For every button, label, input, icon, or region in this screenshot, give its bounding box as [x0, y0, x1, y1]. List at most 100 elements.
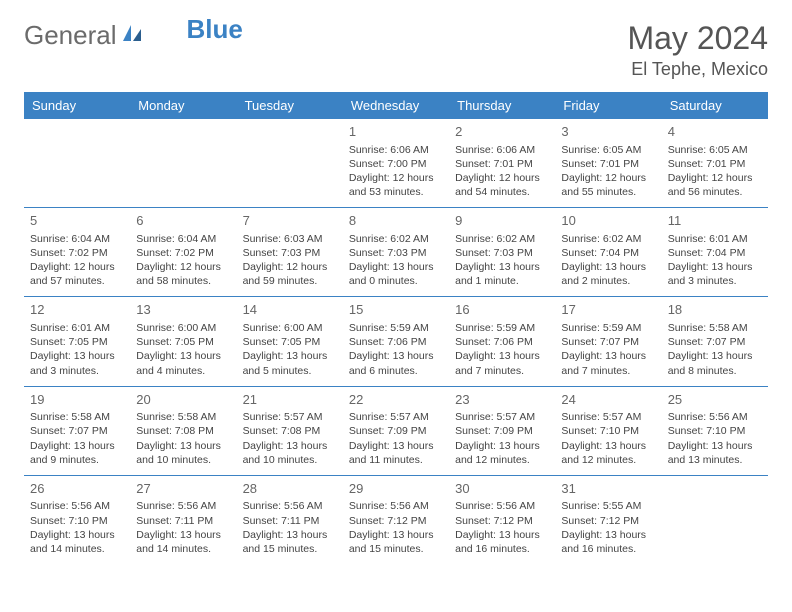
daylight-line: Daylight: 13 hours and 4 minutes. [136, 349, 230, 377]
sunset-line: Sunset: 7:10 PM [668, 424, 762, 438]
sunrise-line: Sunrise: 6:01 AM [668, 232, 762, 246]
day-number: 31 [561, 480, 655, 498]
sunrise-line: Sunrise: 6:05 AM [561, 143, 655, 157]
calendar-row: 1Sunrise: 6:06 AMSunset: 7:00 PMDaylight… [24, 119, 768, 208]
day-cell: 7Sunrise: 6:03 AMSunset: 7:03 PMDaylight… [237, 208, 343, 297]
sunset-line: Sunset: 7:04 PM [668, 246, 762, 260]
sunrise-line: Sunrise: 5:56 AM [349, 499, 443, 513]
day-cell: 3Sunrise: 6:05 AMSunset: 7:01 PMDaylight… [555, 119, 661, 208]
daylight-line: Daylight: 12 hours and 57 minutes. [30, 260, 124, 288]
daylight-line: Daylight: 13 hours and 12 minutes. [455, 439, 549, 467]
month-title: May 2024 [627, 20, 768, 57]
sunset-line: Sunset: 7:09 PM [349, 424, 443, 438]
day-number: 28 [243, 480, 337, 498]
day-cell: 6Sunrise: 6:04 AMSunset: 7:02 PMDaylight… [130, 208, 236, 297]
daylight-line: Daylight: 13 hours and 7 minutes. [455, 349, 549, 377]
day-cell: 22Sunrise: 5:57 AMSunset: 7:09 PMDayligh… [343, 386, 449, 475]
sunset-line: Sunset: 7:12 PM [455, 514, 549, 528]
sunrise-line: Sunrise: 6:01 AM [30, 321, 124, 335]
day-cell: 30Sunrise: 5:56 AMSunset: 7:12 PMDayligh… [449, 475, 555, 564]
daylight-line: Daylight: 13 hours and 8 minutes. [668, 349, 762, 377]
day-number: 13 [136, 301, 230, 319]
sunrise-line: Sunrise: 6:03 AM [243, 232, 337, 246]
daylight-line: Daylight: 13 hours and 14 minutes. [136, 528, 230, 556]
header: General Blue May 2024 El Tephe, Mexico [24, 20, 768, 80]
day-cell: 16Sunrise: 5:59 AMSunset: 7:06 PMDayligh… [449, 297, 555, 386]
calendar-row: 26Sunrise: 5:56 AMSunset: 7:10 PMDayligh… [24, 475, 768, 564]
sunset-line: Sunset: 7:05 PM [30, 335, 124, 349]
day-cell: 19Sunrise: 5:58 AMSunset: 7:07 PMDayligh… [24, 386, 130, 475]
daylight-line: Daylight: 13 hours and 15 minutes. [349, 528, 443, 556]
day-number: 27 [136, 480, 230, 498]
day-cell: 28Sunrise: 5:56 AMSunset: 7:11 PMDayligh… [237, 475, 343, 564]
logo-text-general: General [24, 20, 117, 51]
daylight-line: Daylight: 12 hours and 53 minutes. [349, 171, 443, 199]
daylight-line: Daylight: 13 hours and 1 minute. [455, 260, 549, 288]
day-number: 14 [243, 301, 337, 319]
sunset-line: Sunset: 7:12 PM [561, 514, 655, 528]
day-cell: 1 Sunrise: 6:06 AMSunset: 7:00 PMDaylight… [343, 119, 449, 208]
daylight-line: Daylight: 13 hours and 5 minutes. [243, 349, 337, 377]
sunset-line: Sunset: 7:06 PM [455, 335, 549, 349]
sunrise-line: Sunrise: 6:04 AM [30, 232, 124, 246]
sunset-line: Sunset: 7:10 PM [561, 424, 655, 438]
day-cell: 14 Sunrise: 6:00 AMSunset: 7:05 PMDayligh… [237, 297, 343, 386]
day-number: 2 [455, 123, 549, 141]
day-header-wednesday: Wednesday [343, 92, 449, 119]
calendar-header-row: SundayMondayTuesdayWednesdayThursdayFrid… [24, 92, 768, 119]
day-cell: 20Sunrise: 5:58 AMSunset: 7:08 PMDayligh… [130, 386, 236, 475]
sunrise-line: Sunrise: 6:00 AM [136, 321, 230, 335]
sunset-line: Sunset: 7:04 PM [561, 246, 655, 260]
day-number: 1 [349, 123, 443, 141]
calendar-body: 1Sunrise: 6:06 AMSunset: 7:00 PMDaylight… [24, 119, 768, 564]
day-cell: 5Sunrise: 6:04 AMSunset: 7:02 PMDaylight… [24, 208, 130, 297]
day-header-friday: Friday [555, 92, 661, 119]
empty-cell [130, 119, 236, 208]
day-cell: 4Sunrise: 6:05 AMSunset: 7:01 PMDaylight… [662, 119, 768, 208]
sunset-line: Sunset: 7:05 PM [243, 335, 337, 349]
sunrise-line: Sunrise: 6:05 AM [668, 143, 762, 157]
day-cell: 24Sunrise: 5:57 AMSunset: 7:10 PMDayligh… [555, 386, 661, 475]
sunset-line: Sunset: 7:03 PM [349, 246, 443, 260]
daylight-line: Daylight: 12 hours and 54 minutes. [455, 171, 549, 199]
sunset-line: Sunset: 7:12 PM [349, 514, 443, 528]
day-number: 17 [561, 301, 655, 319]
day-number: 3 [561, 123, 655, 141]
sunset-line: Sunset: 7:00 PM [349, 157, 443, 171]
location-label: El Tephe, Mexico [627, 59, 768, 80]
empty-cell [662, 475, 768, 564]
sunrise-line: Sunrise: 5:56 AM [30, 499, 124, 513]
day-number: 30 [455, 480, 549, 498]
day-number: 6 [136, 212, 230, 230]
day-number: 15 [349, 301, 443, 319]
sunrise-line: Sunrise: 6:00 AM [243, 321, 337, 335]
sunrise-line: Sunrise: 5:56 AM [455, 499, 549, 513]
sunset-line: Sunset: 7:09 PM [455, 424, 549, 438]
logo-sail-icon [121, 23, 143, 48]
day-cell: 9Sunrise: 6:02 AMSunset: 7:03 PMDaylight… [449, 208, 555, 297]
day-number: 10 [561, 212, 655, 230]
sunset-line: Sunset: 7:11 PM [243, 514, 337, 528]
day-cell: 10 Sunrise: 6:02 AMSunset: 7:04 PMDayligh… [555, 208, 661, 297]
sunset-line: Sunset: 7:08 PM [136, 424, 230, 438]
sunrise-line: Sunrise: 6:02 AM [561, 232, 655, 246]
day-cell: 29Sunrise: 5:56 AMSunset: 7:12 PMDayligh… [343, 475, 449, 564]
sunset-line: Sunset: 7:05 PM [136, 335, 230, 349]
sunset-line: Sunset: 7:07 PM [30, 424, 124, 438]
day-cell: 13 Sunrise: 6:00 AMSunset: 7:05 PMDayligh… [130, 297, 236, 386]
sunset-line: Sunset: 7:10 PM [30, 514, 124, 528]
day-cell: 11Sunrise: 6:01 AMSunset: 7:04 PMDayligh… [662, 208, 768, 297]
sunrise-line: Sunrise: 5:57 AM [455, 410, 549, 424]
daylight-line: Daylight: 13 hours and 10 minutes. [136, 439, 230, 467]
sunrise-line: Sunrise: 6:06 AM [349, 143, 443, 157]
daylight-line: Daylight: 13 hours and 6 minutes. [349, 349, 443, 377]
daylight-line: Daylight: 13 hours and 16 minutes. [455, 528, 549, 556]
day-number: 9 [455, 212, 549, 230]
daylight-line: Daylight: 13 hours and 2 minutes. [561, 260, 655, 288]
daylight-line: Daylight: 13 hours and 10 minutes. [243, 439, 337, 467]
sunrise-line: Sunrise: 5:58 AM [668, 321, 762, 335]
daylight-line: Daylight: 13 hours and 14 minutes. [30, 528, 124, 556]
day-header-saturday: Saturday [662, 92, 768, 119]
daylight-line: Daylight: 13 hours and 13 minutes. [668, 439, 762, 467]
empty-cell [237, 119, 343, 208]
